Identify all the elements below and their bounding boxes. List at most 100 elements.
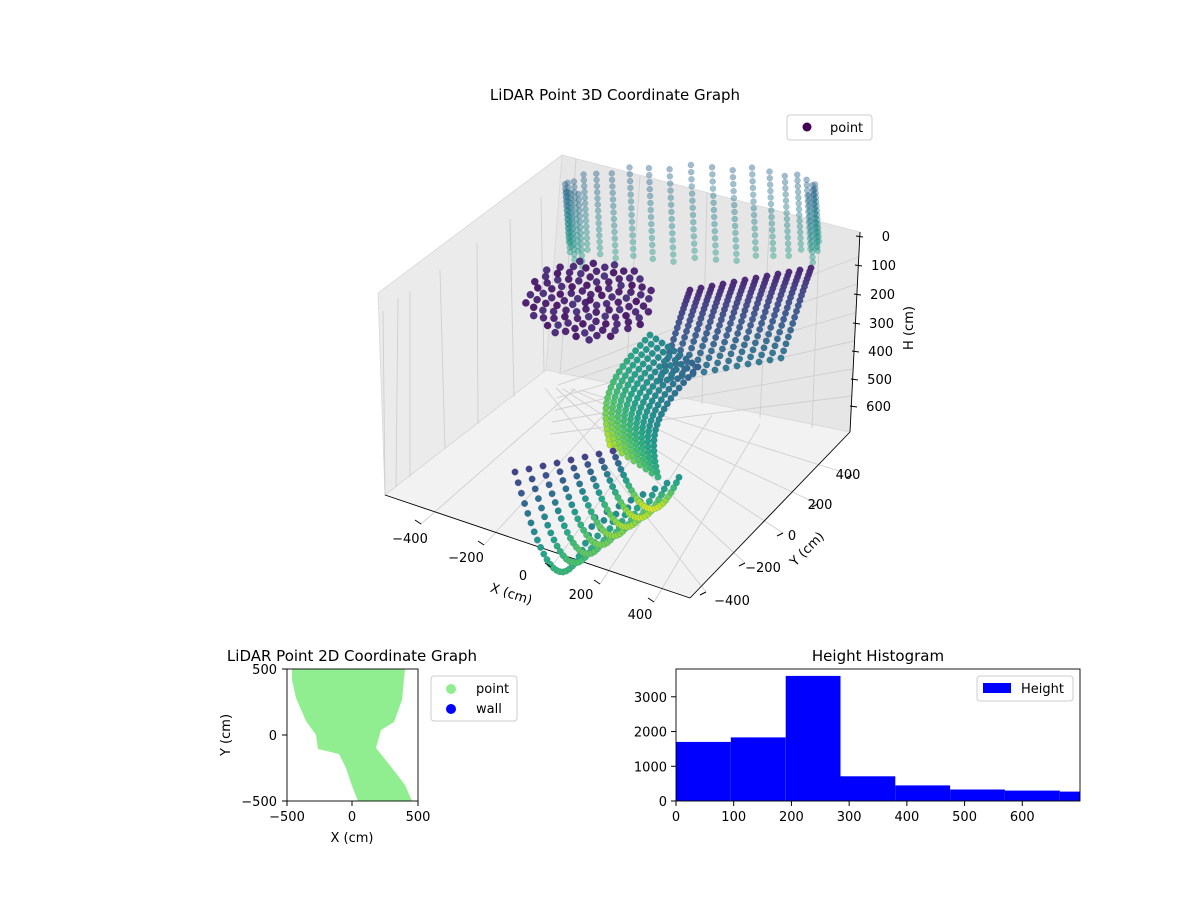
data-point [649, 382, 657, 390]
grid-line [540, 196, 545, 373]
data-point [657, 396, 665, 404]
data-point [670, 335, 678, 343]
x-tick-label: 500 [406, 810, 431, 825]
data-point [565, 194, 572, 201]
data-point [666, 166, 673, 173]
data-point [670, 347, 678, 355]
data-point [768, 226, 776, 234]
grid-line [544, 387, 707, 593]
y-tick-label: 0 [659, 795, 667, 810]
data-point [539, 462, 547, 470]
data-point [813, 228, 820, 236]
data-point [643, 378, 651, 386]
data-point [668, 222, 676, 230]
z-tick-label: 500 [867, 373, 892, 388]
data-point [550, 314, 558, 323]
data-point [811, 200, 818, 208]
data-point [582, 305, 590, 313]
data-point [662, 367, 670, 375]
data-point [594, 195, 601, 202]
data-point [647, 206, 654, 214]
data-point [542, 266, 551, 274]
data-point [574, 247, 582, 255]
data-point [610, 202, 617, 210]
data-point [812, 214, 819, 222]
data-point [812, 235, 820, 242]
data-point [760, 344, 768, 352]
data-point [810, 191, 818, 198]
data-point [564, 216, 572, 223]
data-point [571, 199, 579, 207]
data-point [681, 333, 689, 341]
data-point [701, 336, 709, 343]
data-point [752, 252, 760, 259]
data-point [614, 459, 622, 467]
data-point [690, 240, 698, 247]
data-point [749, 177, 756, 185]
data-point [768, 213, 775, 221]
grid-line [483, 396, 621, 546]
data-point [563, 202, 570, 210]
point-cloud-3d [511, 161, 823, 576]
data-point [651, 392, 659, 400]
data-point [611, 235, 619, 242]
data-point [565, 189, 572, 196]
grid-line [562, 388, 784, 534]
data-point [795, 205, 803, 213]
data-point [732, 236, 739, 244]
grid-line [811, 223, 821, 429]
data-point [582, 264, 590, 272]
data-point [568, 243, 575, 250]
data-point [668, 215, 675, 223]
data-point [732, 243, 740, 251]
y-ticks-2d: 500 0 −500 Y (cm) [219, 663, 287, 810]
data-point [709, 178, 716, 185]
data-point [517, 489, 525, 497]
data-point [612, 248, 619, 255]
x-tick-label: 0 [672, 810, 680, 825]
y-tick-label: 2000 [634, 726, 667, 741]
data-point [587, 508, 595, 516]
data-point [584, 312, 593, 321]
data-point [600, 263, 609, 272]
data-point [696, 349, 704, 357]
data-point [553, 301, 561, 310]
data-point [565, 268, 574, 277]
data-point [626, 171, 634, 178]
data-point [650, 359, 658, 367]
data-point [551, 499, 559, 506]
data-point [812, 230, 819, 237]
data-point [667, 187, 674, 194]
data-point [577, 235, 585, 242]
data-point [656, 363, 664, 371]
grid-line [549, 395, 852, 435]
data-point [600, 464, 608, 472]
data-point [530, 528, 538, 536]
data-point [615, 305, 624, 314]
data-point [593, 331, 601, 340]
data-point [566, 208, 573, 216]
data-point [729, 343, 737, 351]
data-point [750, 211, 758, 219]
data-point [563, 207, 571, 214]
data-point [565, 234, 573, 242]
data-point [769, 317, 777, 325]
data-point [574, 242, 581, 250]
data-point [721, 338, 729, 346]
data-point [658, 491, 666, 498]
data-point [569, 220, 576, 227]
data-point [795, 200, 802, 207]
data-point [564, 319, 572, 327]
data-point [690, 218, 697, 226]
data-point [645, 388, 653, 396]
data-point [747, 321, 755, 329]
data-point [601, 312, 610, 321]
data-point [813, 233, 820, 241]
data-point [541, 513, 549, 521]
data-point [794, 188, 802, 196]
data-point [732, 229, 739, 237]
data-point [814, 247, 821, 255]
data-point [612, 254, 619, 262]
data-point [573, 472, 581, 480]
data-point [635, 314, 644, 322]
